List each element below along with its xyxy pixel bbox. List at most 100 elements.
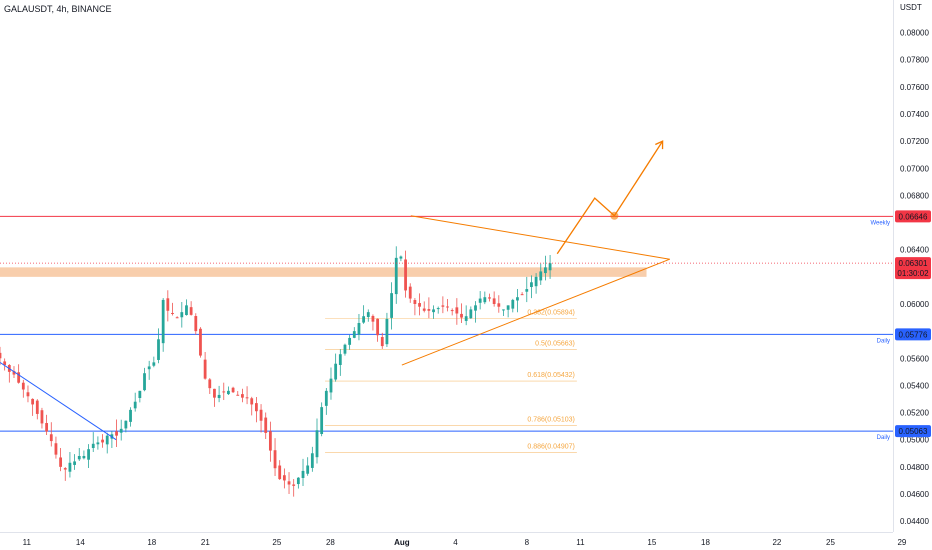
candle-body bbox=[54, 443, 58, 455]
candle-body bbox=[250, 398, 254, 405]
candle-body bbox=[241, 394, 244, 398]
fib-label: 0.382(0.05894) bbox=[527, 309, 574, 316]
candle-body bbox=[152, 362, 156, 366]
y-tick-label: 0.05600 bbox=[900, 354, 929, 363]
candle-body bbox=[380, 337, 384, 347]
candle-body bbox=[171, 312, 174, 314]
fib-label: 0.786(0.05103) bbox=[527, 417, 574, 424]
candle-body bbox=[96, 442, 100, 445]
candle-body bbox=[73, 461, 76, 465]
candle-body bbox=[427, 309, 431, 311]
candle-body bbox=[525, 289, 529, 292]
current-price-label: 0.06301 bbox=[899, 259, 928, 268]
candle-body bbox=[40, 410, 44, 424]
candle-body bbox=[492, 298, 496, 304]
candle-body bbox=[161, 299, 165, 344]
candle-body bbox=[77, 456, 81, 460]
candle-body bbox=[12, 371, 16, 375]
candle-body bbox=[292, 484, 296, 486]
projection-marker bbox=[610, 211, 619, 220]
candle-body bbox=[21, 382, 25, 390]
candle-body bbox=[115, 431, 118, 436]
x-tick-label: 4 bbox=[453, 538, 458, 547]
level-badge bbox=[895, 210, 931, 223]
candle-body bbox=[488, 297, 491, 299]
y-tick-label: 0.06400 bbox=[900, 246, 929, 255]
candle-body bbox=[502, 309, 505, 311]
candle-body bbox=[31, 398, 35, 405]
trendline bbox=[410, 215, 670, 260]
candle-body bbox=[26, 392, 30, 397]
candle-body bbox=[268, 431, 272, 451]
candle-body bbox=[474, 305, 477, 311]
y-tick-label: 0.05000 bbox=[900, 436, 929, 445]
x-tick-label: 25 bbox=[272, 538, 281, 547]
x-tick-label: 29 bbox=[897, 538, 906, 547]
candle-body bbox=[208, 379, 212, 389]
candle-body bbox=[278, 465, 282, 480]
candle-body bbox=[497, 303, 501, 307]
x-tick-label: 22 bbox=[772, 538, 781, 547]
candle-body bbox=[385, 318, 389, 345]
y-tick-label: 0.06800 bbox=[900, 191, 929, 200]
candle-body bbox=[63, 468, 67, 470]
x-tick-label: 18 bbox=[701, 538, 710, 547]
candle-body bbox=[199, 328, 202, 356]
candle-body bbox=[133, 401, 137, 409]
candle-body bbox=[483, 297, 487, 303]
candle-body bbox=[404, 259, 407, 291]
candle-body bbox=[231, 387, 235, 393]
candle-body bbox=[245, 397, 249, 399]
candle-body bbox=[511, 299, 515, 309]
candle-body bbox=[324, 390, 328, 406]
level-price-label: 0.05776 bbox=[899, 330, 928, 339]
candle-body bbox=[3, 361, 7, 366]
candle-body bbox=[17, 372, 21, 383]
price-axis-unit: USDT bbox=[900, 3, 922, 12]
candle-body bbox=[399, 256, 403, 259]
x-tick-label: 21 bbox=[201, 538, 210, 547]
projection-arrowhead bbox=[655, 140, 664, 150]
candle-body bbox=[194, 316, 198, 332]
candle-body bbox=[282, 475, 286, 481]
y-tick-label: 0.07200 bbox=[900, 137, 929, 146]
candle-body bbox=[59, 457, 63, 467]
x-tick-label: 11 bbox=[576, 538, 585, 547]
y-tick-label: 0.04400 bbox=[900, 517, 929, 526]
candle-body bbox=[138, 390, 142, 398]
candle-body bbox=[124, 420, 128, 429]
candle-body bbox=[418, 303, 421, 307]
candle-body bbox=[544, 267, 547, 274]
candle-body bbox=[180, 312, 184, 318]
y-tick-label: 0.07400 bbox=[900, 110, 929, 119]
candle-body bbox=[227, 390, 230, 395]
candle-body bbox=[506, 305, 510, 310]
y-tick-label: 0.04600 bbox=[900, 490, 929, 499]
resistance-zone bbox=[0, 267, 647, 277]
candle-body bbox=[147, 366, 151, 370]
candle-body bbox=[413, 300, 417, 304]
candle-body bbox=[35, 400, 39, 414]
x-tick-label: 15 bbox=[647, 538, 656, 547]
candle-body bbox=[189, 307, 193, 315]
projection-path bbox=[556, 140, 664, 255]
candle-body bbox=[105, 435, 109, 445]
candle-body bbox=[348, 337, 352, 345]
candle-body bbox=[185, 305, 188, 316]
candle-body bbox=[520, 294, 524, 296]
candle-body bbox=[455, 307, 459, 314]
y-tick-label: 0.05200 bbox=[900, 409, 929, 418]
candle-body bbox=[306, 465, 310, 474]
candle-body bbox=[376, 318, 380, 336]
candle-body bbox=[432, 309, 435, 313]
candle-body bbox=[534, 276, 538, 287]
candle-body bbox=[329, 378, 333, 393]
candle-body bbox=[87, 449, 90, 460]
candle-body bbox=[436, 308, 440, 310]
x-tick-label: Aug bbox=[394, 538, 410, 547]
level-tag: Weekly bbox=[870, 220, 890, 226]
current-price-badge bbox=[895, 257, 931, 280]
candle-body bbox=[222, 391, 226, 393]
